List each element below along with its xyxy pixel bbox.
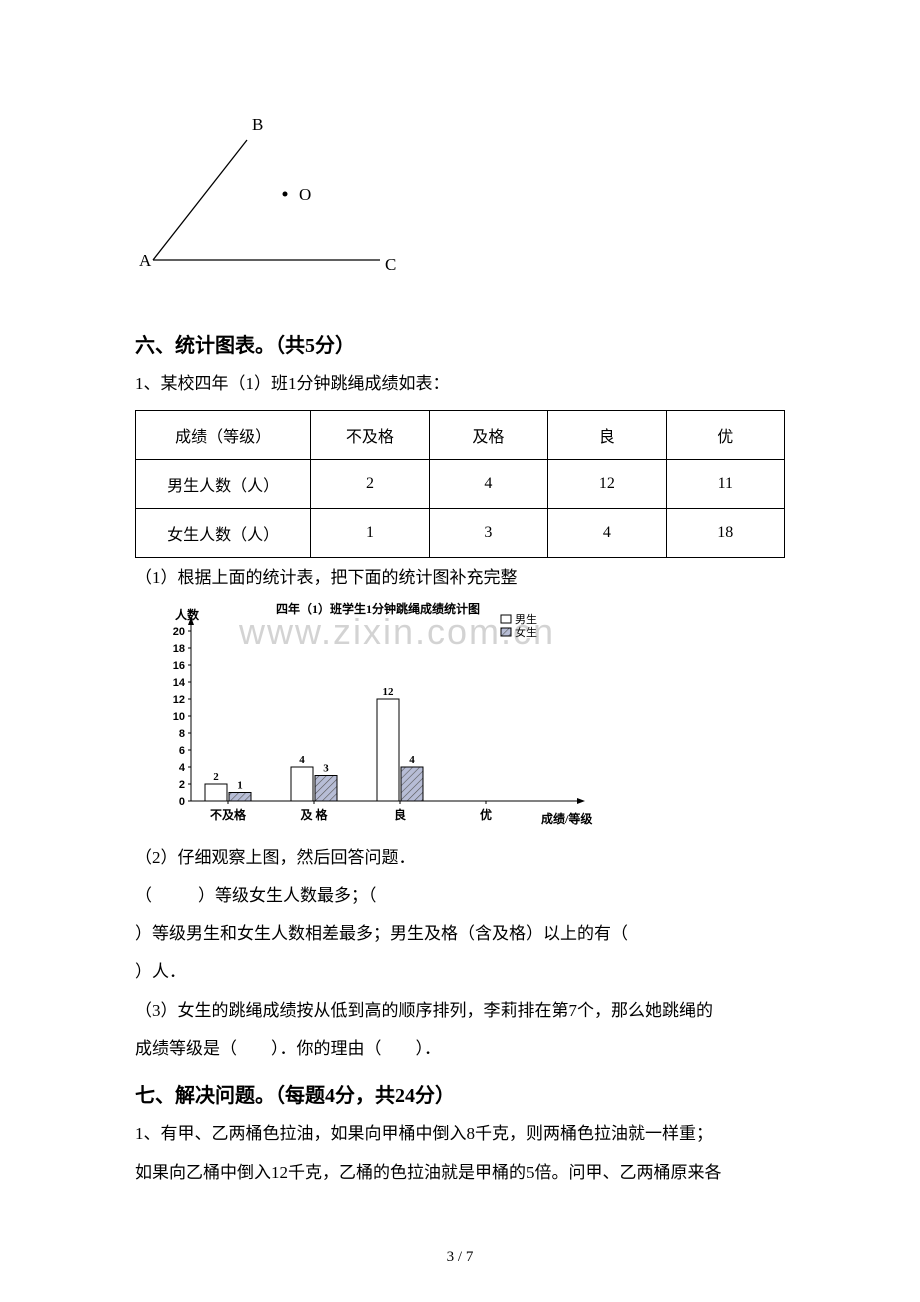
blank-line-3: ）人． <box>135 956 785 988</box>
svg-text:16: 16 <box>173 660 185 672</box>
table-header: 优 <box>666 411 784 460</box>
table-header: 不及格 <box>311 411 429 460</box>
svg-text:14: 14 <box>173 677 186 689</box>
section7-title: 七、解决问题。（每题4分，共24分） <box>135 1079 785 1108</box>
label-b: B <box>252 115 263 134</box>
table-row: 成绩（等级） 不及格 及格 良 优 <box>136 411 785 460</box>
grades-table: 成绩（等级） 不及格 及格 良 优 男生人数（人） 2 4 12 11 女生人数… <box>135 410 785 558</box>
table-row: 男生人数（人） 2 4 12 11 <box>136 460 785 509</box>
svg-text:1: 1 <box>237 779 243 791</box>
paren-open: （ <box>135 886 152 905</box>
table-cell: 女生人数（人） <box>136 509 311 558</box>
svg-text:12: 12 <box>173 694 185 706</box>
svg-text:4: 4 <box>179 762 186 774</box>
point-o <box>283 192 288 197</box>
section6-sub3b: 成绩等级是（ ）．你的理由（ ）． <box>135 1033 785 1065</box>
line-ab <box>153 140 247 260</box>
svg-text:0: 0 <box>179 796 185 808</box>
table-cell: 2 <box>311 460 429 509</box>
svg-text:3: 3 <box>323 762 329 774</box>
svg-text:四年（1）班学生1分钟跳绳成绩统计图: 四年（1）班学生1分钟跳绳成绩统计图 <box>276 601 480 616</box>
svg-text:10: 10 <box>173 711 185 723</box>
section6-title: 六、统计图表。（共5分） <box>135 329 785 358</box>
svg-text:4: 4 <box>299 754 305 766</box>
svg-text:4: 4 <box>409 754 415 766</box>
table-header: 成绩（等级） <box>136 411 311 460</box>
label-o: O <box>299 185 311 204</box>
table-cell: 4 <box>548 509 666 558</box>
svg-text:2: 2 <box>213 771 219 783</box>
svg-text:女生: 女生 <box>515 625 537 639</box>
svg-text:男生: 男生 <box>515 612 537 626</box>
table-header: 良 <box>548 411 666 460</box>
svg-text:人数: 人数 <box>175 607 200 622</box>
svg-text:8: 8 <box>179 728 185 740</box>
blank-line-2: ）等级男生和女生人数相差最多；男生及格（含及格）以上的有（ <box>135 918 785 950</box>
blank-line-1: （ ）等级女生人数最多；（ <box>135 880 785 912</box>
section7-q1a: 1、有甲、乙两桶色拉油，如果向甲桶中倒入8千克，则两桶色拉油就一样重； <box>135 1118 785 1150</box>
svg-text:成绩/等级: 成绩/等级 <box>541 811 592 826</box>
section6-sub1: （1）根据上面的统计表，把下面的统计图补充完整 <box>135 562 785 594</box>
svg-text:6: 6 <box>179 745 185 757</box>
table-row: 女生人数（人） 1 3 4 18 <box>136 509 785 558</box>
section6-sub2: （2）仔细观察上图，然后回答问题． <box>135 842 785 874</box>
svg-text:及 格: 及 格 <box>300 807 328 822</box>
svg-text:不及格: 不及格 <box>210 807 247 822</box>
table-cell: 3 <box>429 509 547 558</box>
table-cell: 男生人数（人） <box>136 460 311 509</box>
table-cell: 11 <box>666 460 784 509</box>
svg-text:20: 20 <box>173 626 185 638</box>
svg-text:2: 2 <box>179 779 185 791</box>
table-cell: 4 <box>429 460 547 509</box>
svg-text:优: 优 <box>480 807 492 822</box>
svg-text:良: 良 <box>394 807 406 822</box>
section7-q1b: 如果向乙桶中倒入12千克，乙桶的色拉油就是甲桶的5倍。问甲、乙两桶原来各 <box>135 1157 785 1189</box>
page-number: 3 / 7 <box>0 1249 920 1266</box>
label-c: C <box>385 255 396 274</box>
table-cell: 1 <box>311 509 429 558</box>
angle-figure: B O A C <box>135 110 785 285</box>
bar-chart: www.zixin.com.cn 02468101214161820人数成绩/等… <box>147 601 785 836</box>
section6-q1-intro: 1、某校四年（1）班1分钟跳绳成绩如表： <box>135 368 785 400</box>
svg-text:18: 18 <box>173 643 185 655</box>
table-cell: 12 <box>548 460 666 509</box>
blank-text: ）等级女生人数最多；（ <box>198 886 377 905</box>
table-header: 及格 <box>429 411 547 460</box>
svg-text:12: 12 <box>383 686 395 698</box>
label-a: A <box>139 251 152 270</box>
section6-sub3a: （3）女生的跳绳成绩按从低到高的顺序排列，李莉排在第7个，那么她跳绳的 <box>135 995 785 1027</box>
table-cell: 18 <box>666 509 784 558</box>
